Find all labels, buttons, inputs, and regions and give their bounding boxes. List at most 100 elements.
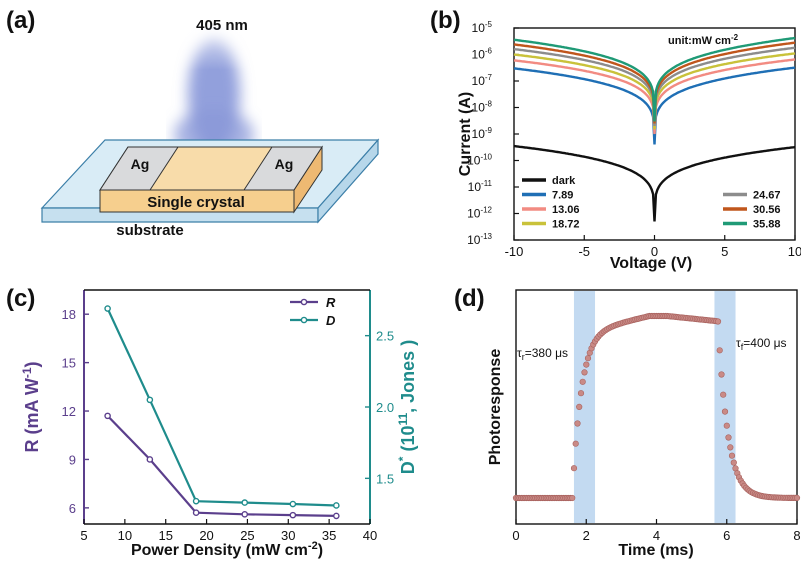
response-point: [570, 465, 578, 472]
substrate-label: substrate: [116, 222, 184, 239]
x-axis-label-b: Voltage (V): [610, 255, 692, 272]
y-tick-label-c-right: 1.5: [376, 471, 394, 486]
legend-c: RD: [290, 295, 336, 328]
y-axis-label-b: Current (A): [457, 92, 474, 176]
series-point-D: [104, 305, 111, 312]
legend-marker-c: [300, 298, 308, 306]
y-tick-label-b: 10-5: [472, 20, 493, 35]
series-point-R: [241, 511, 249, 518]
fall-time-label: τf=400 μs: [736, 336, 787, 352]
x-tick-label-d: 6: [723, 528, 730, 543]
legend-label-b: 35.88: [753, 219, 781, 231]
legend-label-b: 24.67: [753, 190, 781, 202]
response-point: [583, 361, 590, 368]
panel-label-d: (d): [454, 285, 485, 312]
highlight-bands: [573, 291, 736, 523]
legend-label-c: R: [326, 295, 336, 310]
x-tick-label-b: -10: [505, 244, 524, 259]
y-tick-label-c-left: 12: [62, 404, 76, 419]
axis-ticks-d: 0 2 4 6 8: [512, 519, 801, 543]
photoresponse-points: [512, 312, 801, 502]
iv-curve-35.88: [513, 36, 796, 122]
y-tick-label-c-left: 6: [69, 501, 76, 516]
x-axis-label-d: Time (ms): [618, 542, 693, 559]
electrode-right: [243, 146, 323, 191]
r-d-curves: [104, 305, 340, 520]
response-point: [793, 494, 801, 502]
response-point: [584, 355, 592, 362]
series-point-D: [241, 499, 249, 506]
iv-curve-7.89: [513, 66, 796, 145]
iv-curve-30.56: [513, 41, 796, 124]
legend-label-b: 30.56: [753, 204, 781, 216]
iv-curve-24.67: [513, 46, 796, 127]
rise-time-label: τr=380 μs: [517, 346, 568, 362]
panel-label-c: (c): [6, 285, 35, 312]
legend-marker-c: [300, 316, 308, 324]
response-point: [720, 391, 727, 398]
legend-label-b: 13.06: [552, 204, 580, 216]
y-tick-label-b: 10-11: [468, 179, 493, 194]
x-tick-label-d: 4: [653, 528, 660, 543]
y-tick-label-c-left: 9: [69, 452, 76, 467]
x-tick-label-c: 40: [363, 528, 377, 543]
response-point: [581, 369, 588, 376]
crystal-label: Single crystal: [147, 194, 245, 211]
x-tick-label-b: 10: [788, 244, 801, 259]
x-axis-label-c: Power Density (mW cm-2): [131, 540, 323, 559]
x-tick-label-c: 5: [80, 528, 87, 543]
y-tick-label-b: 10-6: [472, 47, 493, 62]
series-point-R: [192, 509, 200, 517]
y-tick-label-b: 10-10: [467, 153, 492, 168]
panel-label-b: (b): [430, 7, 461, 34]
x-tick-label-b: 0: [651, 244, 658, 259]
response-point: [723, 422, 730, 429]
legend-label-b: dark: [552, 175, 576, 187]
response-point: [725, 434, 732, 441]
x-tick-label-b: 5: [721, 244, 728, 259]
plot-frame-d: [515, 289, 798, 525]
series-line-R: [106, 415, 337, 517]
electrode-left-label: Ag: [131, 156, 150, 172]
y-tick-label-b: 10-9: [472, 126, 493, 141]
response-point: [574, 420, 581, 427]
response-point: [727, 444, 734, 451]
x-tick-label-b: -5: [578, 244, 590, 259]
x-tick-label-c: 30: [281, 528, 295, 543]
response-point: [572, 440, 579, 447]
series-point-R: [333, 512, 340, 520]
y-tick-label-b: 10-13: [467, 232, 492, 247]
wavelength-label: 405 nm: [196, 17, 248, 34]
x-tick-label-c: 20: [199, 528, 213, 543]
y-tick-label-c-right: 2.5: [376, 329, 394, 344]
y-axis-label-c-left: R (mA W-1): [20, 362, 42, 453]
panel-c: (c) 5 10 15 20 25 30 35 40 6 9 12 15 18 1.5 2.0 2.5 Pow…: [6, 285, 418, 559]
legend-label-c: D: [326, 313, 336, 328]
series-point-D: [192, 497, 200, 505]
unit-note: unit:mW cm-2: [668, 33, 739, 47]
y-tick-label-b: 10-8: [472, 100, 493, 115]
x-tick-label-d: 2: [583, 528, 590, 543]
iv-curves: [513, 36, 796, 222]
panel-d: (d) 0 2 4 6 8 Time (ms) Photoresponse τr=380…: [454, 285, 801, 559]
x-tick-label-d: 8: [793, 528, 800, 543]
legend-b: dark 7.89 13.06 18.72 24.67 30.56 35.88: [522, 175, 781, 231]
legend-label-b: 7.89: [552, 190, 573, 202]
y-tick-label-c-right: 2.0: [376, 400, 394, 415]
response-point: [730, 459, 737, 466]
response-point: [716, 347, 723, 354]
electrode-right-label: Ag: [275, 156, 294, 172]
panel-b: (b) -10 -5 0 5 10 10-5 10-6 10-7 10-8 10-9 10-10 10…: [430, 7, 801, 272]
series-point-R: [104, 412, 111, 420]
x-tick-label-c: 35: [322, 528, 336, 543]
y-tick-label-c-left: 15: [62, 356, 76, 371]
series-point-R: [146, 456, 154, 463]
x-tick-label-c: 15: [158, 528, 172, 543]
panel-label-a: (a): [6, 7, 35, 34]
series-point-R: [289, 511, 297, 519]
axis-ticks-b: -10 -5 0 5 10 10-5 10-6 10-7 10-8 10-9 10-10 10-11 1…: [467, 20, 801, 259]
y-tick-label-b: 10-12: [467, 206, 492, 221]
highlight-band: [714, 291, 736, 523]
response-point: [718, 371, 725, 378]
